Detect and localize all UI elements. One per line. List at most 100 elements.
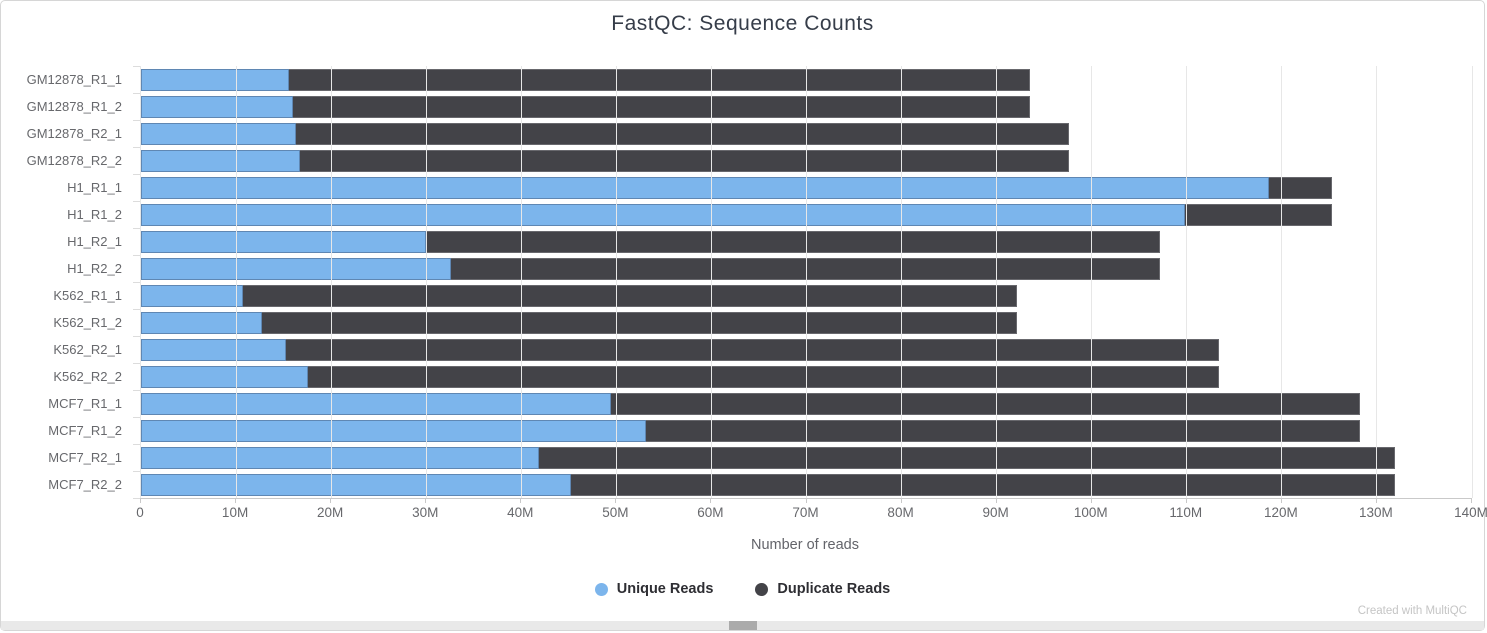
gridline: [1186, 66, 1188, 498]
gridline: [235, 66, 237, 498]
horizontal-scrollbar-thumb[interactable]: [729, 621, 757, 630]
bar-segment-unique-reads[interactable]: [141, 149, 300, 172]
bar-segment-unique-reads[interactable]: [141, 392, 611, 415]
x-tick-mark: [615, 498, 617, 503]
bar-segment-unique-reads[interactable]: [141, 473, 571, 496]
y-category-tick: [133, 147, 140, 148]
bar-segment-duplicate-reads[interactable]: [295, 122, 1069, 145]
y-axis-label: K562_R1_2: [53, 315, 122, 330]
chart-legend: Unique Reads Duplicate Reads: [1, 581, 1484, 597]
bar-segment-duplicate-reads[interactable]: [299, 149, 1069, 172]
bar-row: [141, 363, 1472, 390]
x-tick-mark: [1185, 498, 1187, 503]
y-axis-label: GM12878_R2_1: [26, 126, 122, 141]
y-category-tick: [133, 201, 140, 202]
bar-segment-duplicate-reads[interactable]: [1184, 203, 1333, 226]
bar-row: [141, 417, 1472, 444]
bar-rows-container: [141, 66, 1472, 498]
bar-segment-duplicate-reads[interactable]: [570, 473, 1395, 496]
legend-item-duplicate-reads[interactable]: Duplicate Reads: [755, 581, 890, 597]
legend-dot-icon: [594, 582, 608, 596]
bar-segment-duplicate-reads[interactable]: [610, 392, 1360, 415]
y-axis-label: GM12878_R1_2: [26, 99, 122, 114]
bar-segment-unique-reads[interactable]: [141, 311, 262, 334]
x-tick-label: 50M: [602, 505, 629, 520]
bar-segment-unique-reads[interactable]: [141, 203, 1185, 226]
y-category-tick: [133, 444, 140, 445]
bar-segment-duplicate-reads[interactable]: [450, 257, 1161, 280]
bar-segment-duplicate-reads[interactable]: [645, 419, 1360, 442]
horizontal-scrollbar-track[interactable]: [1, 621, 1484, 630]
x-tick-label: 90M: [982, 505, 1009, 520]
bar-segment-unique-reads[interactable]: [141, 365, 309, 388]
x-tick-label: 30M: [412, 505, 439, 520]
gridline: [996, 66, 998, 498]
y-category-tick: [133, 471, 140, 472]
bar-segment-unique-reads[interactable]: [141, 419, 646, 442]
x-tick-mark: [330, 498, 332, 503]
y-axis-label: MCF7_R2_2: [48, 477, 122, 492]
legend-label: Duplicate Reads: [777, 581, 891, 597]
x-tick-mark: [995, 498, 997, 503]
gridline: [1281, 66, 1283, 498]
bar-segment-duplicate-reads[interactable]: [308, 365, 1220, 388]
y-axis-label: K562_R1_1: [53, 288, 122, 303]
y-category-tick: [133, 174, 140, 175]
bar-segment-duplicate-reads[interactable]: [293, 95, 1030, 118]
gridline: [520, 66, 522, 498]
x-tick-mark: [1375, 498, 1377, 503]
y-axis-label: H1_R1_1: [67, 180, 122, 195]
x-tick-label: 20M: [317, 505, 344, 520]
bar-row: [141, 309, 1472, 336]
bar-segment-duplicate-reads[interactable]: [426, 230, 1161, 253]
y-axis-label: MCF7_R1_2: [48, 423, 122, 438]
y-axis-label: GM12878_R1_1: [26, 72, 122, 87]
x-tick-mark: [425, 498, 427, 503]
gridline: [1376, 66, 1378, 498]
bar-segment-unique-reads[interactable]: [141, 230, 427, 253]
bar-row: [141, 93, 1472, 120]
gridline: [901, 66, 903, 498]
x-tick-label: 140M: [1454, 505, 1487, 520]
bar-segment-unique-reads[interactable]: [141, 68, 290, 91]
legend-item-unique-reads[interactable]: Unique Reads: [594, 581, 713, 597]
bar-segment-duplicate-reads[interactable]: [261, 311, 1017, 334]
y-category-tick: [133, 498, 140, 499]
bar-segment-unique-reads[interactable]: [141, 257, 451, 280]
plot-area: [140, 66, 1473, 499]
bar-row: [141, 255, 1472, 282]
x-tick-label: 60M: [697, 505, 724, 520]
bar-segment-duplicate-reads[interactable]: [286, 338, 1220, 361]
bar-row: [141, 120, 1472, 147]
y-axis-label: MCF7_R1_1: [48, 396, 122, 411]
bar-segment-duplicate-reads[interactable]: [242, 284, 1017, 307]
x-tick-mark: [1471, 498, 1472, 503]
bar-segment-duplicate-reads[interactable]: [289, 68, 1030, 91]
x-tick-mark: [900, 498, 902, 503]
legend-dot-icon: [755, 582, 769, 596]
bar-segment-duplicate-reads[interactable]: [539, 446, 1395, 469]
y-axis-label: GM12878_R2_2: [26, 153, 122, 168]
bar-segment-unique-reads[interactable]: [141, 176, 1269, 199]
bar-row: [141, 174, 1472, 201]
bar-segment-unique-reads[interactable]: [141, 446, 540, 469]
y-category-tick: [133, 363, 140, 364]
bar-segment-unique-reads[interactable]: [141, 122, 296, 145]
bar-segment-unique-reads[interactable]: [141, 338, 287, 361]
bar-row: [141, 390, 1472, 417]
multiqc-credit: Created with MultiQC: [1357, 605, 1467, 617]
y-category-tick: [133, 255, 140, 256]
y-category-tick: [133, 417, 140, 418]
bar-segment-unique-reads[interactable]: [141, 95, 294, 118]
x-tick-label: 100M: [1073, 505, 1108, 520]
y-axis-labels: GM12878_R1_1 GM12878_R1_2 GM12878_R2_1 GM12…: [1, 66, 131, 498]
x-tick-label: 120M: [1263, 505, 1298, 520]
y-category-tick: [133, 228, 140, 229]
x-tick-mark: [805, 498, 807, 503]
bar-segment-duplicate-reads[interactable]: [1268, 176, 1333, 199]
x-tick-mark: [1090, 498, 1092, 503]
y-category-tick: [133, 282, 140, 283]
bar-row: [141, 66, 1472, 93]
bar-segment-unique-reads[interactable]: [141, 284, 243, 307]
